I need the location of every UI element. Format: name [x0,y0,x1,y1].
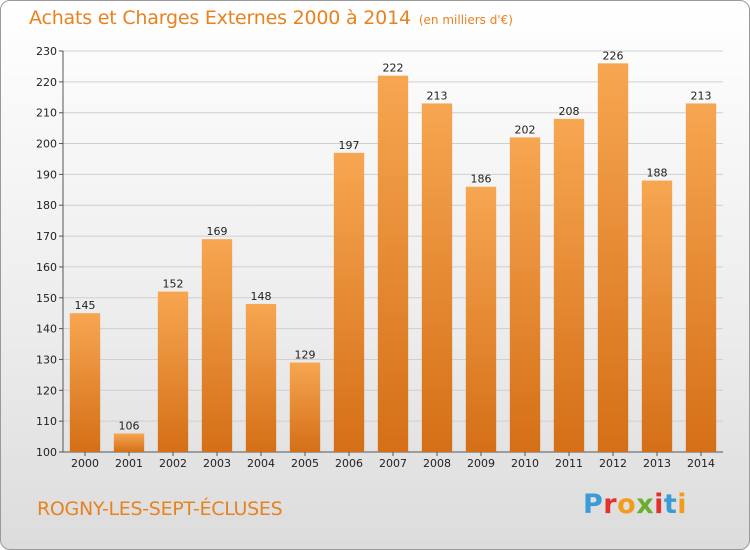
data-label-2004: 148 [251,290,272,303]
bars [69,63,717,453]
y-tick-label: 200 [36,138,57,151]
bar-2009 [465,186,497,452]
bar-2005 [289,362,321,452]
y-tick-label: 230 [36,45,57,58]
x-tick-label-2008: 2008 [423,457,451,470]
data-label-2013: 188 [647,167,668,180]
x-tick-label-2011: 2011 [555,457,583,470]
y-tick-label: 100 [36,446,57,459]
data-label-2012: 226 [603,49,624,62]
logo-letter: i [654,489,664,520]
data-label-2002: 152 [163,278,184,291]
bar-2010 [509,137,541,452]
bar-2003 [201,239,233,452]
y-tick-label: 190 [36,168,57,181]
y-tick-label: 130 [36,353,57,366]
y-tick-label: 110 [36,415,57,428]
data-label-2005: 129 [295,349,316,362]
y-tick-label: 170 [36,230,57,243]
bar-2008 [421,103,453,452]
data-label-2006: 197 [339,139,360,152]
bar-2004 [245,303,277,452]
data-label-2000: 145 [75,299,96,312]
logo-letter: i [677,489,688,520]
data-label-2008: 213 [427,89,448,102]
y-tick-label: 180 [36,199,57,212]
y-tick-label: 150 [36,292,57,305]
x-tick-label-2005: 2005 [291,457,319,470]
x-tick-label-2004: 2004 [247,457,275,470]
x-tick-label-2009: 2009 [467,457,495,470]
chart-title-text: Achats et Charges Externes 2000 à 2014 [29,7,411,29]
y-tick-label: 160 [36,261,57,274]
x-tick-labels: 2000 2001 2002 2003 2004 2005 2006 2007 2008 2009… [71,452,715,470]
x-tick-label-2014: 2014 [687,457,715,470]
x-tick-label-2007: 2007 [379,457,407,470]
data-label-2003: 169 [207,225,228,238]
x-tick-label-2013: 2013 [643,457,671,470]
bar-2007 [377,75,409,452]
bar-2001 [113,433,145,452]
logo-letter: x [636,489,655,520]
y-tick-labels: 100 110 120 130 140 150 160 170 180 190 200 210 220 2… [36,45,57,459]
x-tick-label-2012: 2012 [599,457,627,470]
data-label-2009: 186 [471,173,492,186]
data-label-2001: 106 [119,419,140,432]
proxiti-logo: Proxiti [583,489,687,520]
logo-letter: t [663,489,678,520]
data-label-2010: 202 [515,123,536,136]
data-label-2007: 222 [383,62,404,75]
data-labels: 145 106 152 169 148 129 197 222 213 186 202 208 226 1… [75,49,712,432]
x-tick-label-2000: 2000 [71,457,99,470]
bar-2012 [597,63,629,452]
x-tick-label-2003: 2003 [203,457,231,470]
data-label-2011: 208 [559,105,580,118]
bar-2013 [641,180,673,453]
x-tick-label-2006: 2006 [335,457,363,470]
y-tick-label: 220 [36,76,57,89]
logo-letter: o [617,489,637,520]
x-tick-label-2010: 2010 [511,457,539,470]
y-tick-label: 140 [36,323,57,336]
bar-2006 [333,152,365,453]
bar-2014 [685,103,717,452]
bar-2002 [157,291,189,452]
logo-letter: P [583,489,604,520]
commune-name: ROGNY-LES-SEPT-ÉCLUSES [37,498,283,520]
bar-2011 [553,118,585,452]
logo-letter: r [603,489,618,520]
chart-unit: (en milliers d'€) [418,13,513,27]
y-tick-label: 210 [36,107,57,120]
y-tick-label: 120 [36,384,57,397]
x-tick-label-2001: 2001 [115,457,143,470]
x-tick-label-2002: 2002 [159,457,187,470]
chart-title: Achats et Charges Externes 2000 à 2014 (e… [29,7,513,29]
data-label-2014: 213 [691,89,712,102]
bar-2000 [69,313,101,452]
